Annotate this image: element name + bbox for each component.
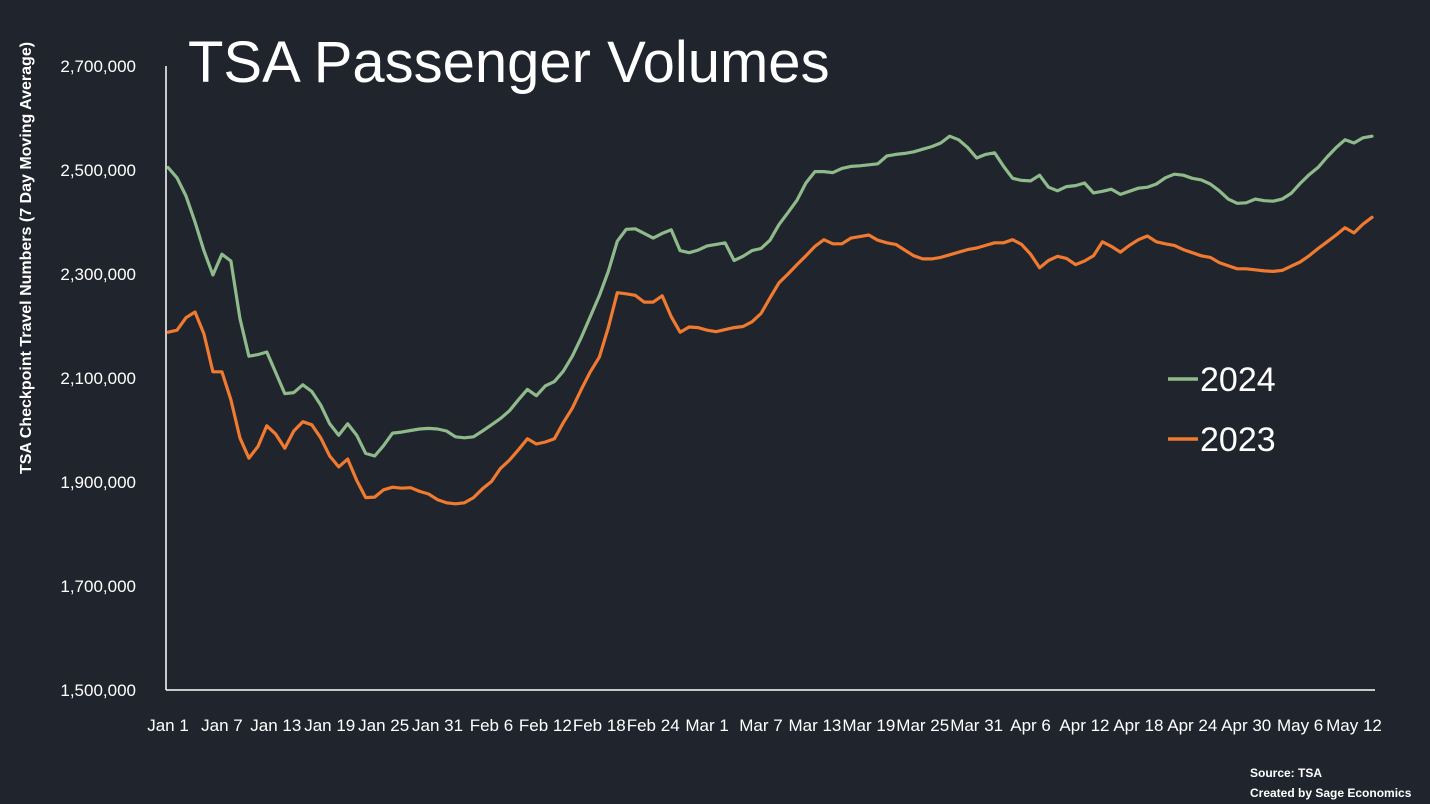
legend: 2024 2023 — [1168, 361, 1276, 459]
x-tick-label: May 12 — [1326, 716, 1382, 735]
series-lines — [166, 134, 1374, 506]
credit-text: Created by Sage Economics — [1250, 786, 1412, 800]
x-tick-label: Apr 30 — [1221, 716, 1271, 735]
x-tick-label: Feb 24 — [627, 716, 680, 735]
x-tick-label: Apr 6 — [1010, 716, 1051, 735]
x-tick-label: Mar 13 — [788, 716, 841, 735]
legend-label-2024: 2024 — [1200, 361, 1276, 399]
x-tick-label: Apr 12 — [1059, 716, 1109, 735]
series-line-2023 — [166, 215, 1374, 506]
x-tick-label: Jan 7 — [201, 716, 243, 735]
x-tick-label: Jan 1 — [147, 716, 189, 735]
x-tick-label: Feb 18 — [573, 716, 626, 735]
y-tick-label: 2,300,000 — [60, 265, 136, 284]
x-tick-label: Jan 19 — [304, 716, 355, 735]
x-tick-label: Mar 1 — [685, 716, 728, 735]
x-tick-label: Jan 13 — [250, 716, 301, 735]
x-tick-label: Apr 24 — [1167, 716, 1217, 735]
x-tick-label: Mar 25 — [896, 716, 949, 735]
y-tick-label: 1,900,000 — [60, 473, 136, 492]
y-tick-labels: 1,500,000 1,700,000 1,900,000 2,100,000 2,30… — [60, 57, 136, 700]
series-line-2024 — [166, 134, 1374, 458]
x-tick-label: Mar 7 — [739, 716, 782, 735]
x-tick-label: Apr 18 — [1113, 716, 1163, 735]
x-tick-label: Feb 12 — [519, 716, 572, 735]
y-tick-label: 1,700,000 — [60, 577, 136, 596]
x-tick-labels: Jan 1 Jan 7 Jan 13 Jan 19 Jan 25 Jan 31 Feb 6 F… — [147, 716, 1382, 735]
x-tick-label: Feb 6 — [470, 716, 513, 735]
x-tick-label: Mar 31 — [950, 716, 1003, 735]
y-tick-label: 2,100,000 — [60, 369, 136, 388]
x-tick-label: Mar 19 — [842, 716, 895, 735]
chart-title: TSA Passenger Volumes — [188, 30, 830, 95]
y-axis-label: TSA Checkpoint Travel Numbers (7 Day Mov… — [18, 42, 35, 474]
legend-label-2023: 2023 — [1200, 421, 1276, 459]
y-tick-label: 1,500,000 — [60, 681, 136, 700]
y-tick-label: 2,700,000 — [60, 57, 136, 76]
x-tick-label: Jan 31 — [412, 716, 463, 735]
x-tick-label: Jan 25 — [358, 716, 409, 735]
source-text: Source: TSA — [1250, 766, 1322, 780]
y-tick-label: 2,500,000 — [60, 161, 136, 180]
x-tick-label: May 6 — [1277, 716, 1323, 735]
